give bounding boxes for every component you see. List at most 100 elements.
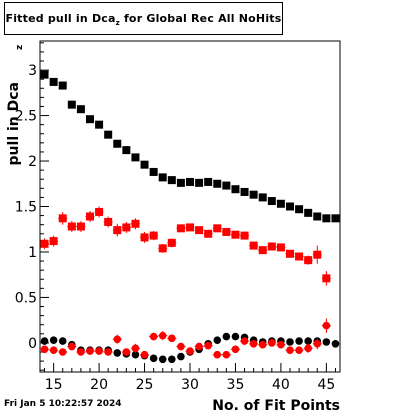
data-point-circle bbox=[231, 332, 240, 341]
data-point-square bbox=[231, 230, 240, 239]
data-point-square bbox=[167, 238, 176, 247]
footer-timestamp: Fri Jan 5 10:22:57 2024 bbox=[4, 399, 122, 409]
data-point-circle bbox=[213, 350, 222, 359]
data-point-circle bbox=[213, 336, 222, 344]
data-point-square bbox=[331, 214, 340, 223]
data-point-square bbox=[313, 212, 322, 221]
data-point-circle bbox=[313, 340, 322, 348]
x-tick-label: 20 bbox=[90, 377, 108, 393]
data-point-square bbox=[149, 231, 158, 240]
data-point-square bbox=[95, 120, 104, 129]
data-point-circle bbox=[231, 345, 240, 354]
data-point-square bbox=[267, 197, 276, 206]
data-point-square bbox=[131, 219, 140, 228]
x-tick-label: 25 bbox=[136, 377, 154, 393]
data-point-square bbox=[195, 178, 204, 187]
data-point-circle bbox=[295, 346, 303, 354]
data-point-circle bbox=[195, 342, 203, 351]
data-point-square bbox=[49, 237, 58, 246]
data-point-circle bbox=[295, 337, 303, 345]
chart-title-suffix: for Global Rec All NoHits bbox=[119, 12, 282, 25]
x-tick-label: 45 bbox=[317, 377, 335, 393]
data-point-circle bbox=[40, 337, 49, 345]
data-point-square bbox=[104, 217, 113, 226]
x-tick-label: 40 bbox=[272, 377, 290, 393]
data-point-square bbox=[304, 208, 313, 217]
data-point-circle bbox=[86, 347, 94, 355]
data-point-square bbox=[104, 130, 113, 139]
data-point-square bbox=[131, 153, 140, 162]
data-point-square bbox=[58, 214, 67, 223]
data-point-square bbox=[286, 202, 294, 211]
data-point-square bbox=[140, 233, 149, 242]
data-point-square bbox=[295, 252, 304, 261]
data-point-square bbox=[322, 274, 331, 283]
data-point-square bbox=[140, 160, 149, 169]
x-axis-label: No. of Fit Points bbox=[212, 398, 340, 414]
data-point-circle bbox=[113, 335, 122, 344]
y-tick-label: 2.5 bbox=[15, 109, 37, 125]
data-point-circle bbox=[331, 340, 340, 348]
data-point-circle bbox=[68, 342, 76, 351]
chart-title-subscript: z bbox=[115, 19, 120, 28]
data-point-circle bbox=[40, 345, 49, 354]
data-point-square bbox=[167, 176, 176, 185]
data-point-square bbox=[158, 173, 167, 182]
data-point-circle bbox=[49, 336, 58, 344]
data-point-square bbox=[276, 243, 285, 252]
y-tick-label: 3 bbox=[28, 63, 37, 79]
data-point-circle bbox=[304, 344, 312, 353]
data-point-square bbox=[222, 181, 231, 190]
data-point-square bbox=[258, 193, 267, 202]
data-point-circle bbox=[131, 350, 140, 359]
data-point-square bbox=[122, 223, 131, 232]
y-tick-label: 0 bbox=[28, 336, 37, 352]
data-point-square bbox=[122, 146, 131, 155]
data-point-square bbox=[231, 185, 240, 194]
y-axis-label-subscript: z bbox=[15, 45, 25, 50]
data-point-circle bbox=[168, 355, 176, 364]
y-tick-label: 1.5 bbox=[15, 200, 37, 216]
x-tick-label: 35 bbox=[227, 377, 245, 393]
data-point-square bbox=[204, 229, 213, 238]
data-point-square bbox=[86, 115, 94, 124]
data-point-square bbox=[176, 178, 185, 187]
data-point-circle bbox=[222, 350, 231, 359]
data-point-square bbox=[149, 167, 158, 176]
data-point-square bbox=[313, 250, 322, 259]
data-point-circle bbox=[58, 348, 67, 356]
data-point-circle bbox=[149, 332, 158, 341]
data-point-circle bbox=[158, 331, 167, 340]
data-point-square bbox=[158, 244, 167, 253]
data-point-square bbox=[113, 139, 122, 148]
data-point-square bbox=[267, 242, 276, 251]
data-point-circle bbox=[249, 340, 258, 348]
data-point-square bbox=[204, 177, 213, 186]
data-point-square bbox=[76, 222, 85, 231]
data-point-square bbox=[49, 77, 58, 86]
data-point-circle bbox=[77, 348, 85, 356]
data-point-square bbox=[186, 223, 194, 232]
data-point-circle bbox=[49, 346, 58, 354]
data-point-circle bbox=[140, 350, 149, 359]
y-tick-label: 1 bbox=[28, 245, 37, 261]
data-point-circle bbox=[286, 346, 294, 354]
y-axis-label: pull in Dca bbox=[6, 82, 22, 165]
data-point-square bbox=[195, 226, 204, 235]
data-point-square bbox=[249, 241, 258, 250]
data-point-circle bbox=[177, 342, 185, 351]
data-point-circle bbox=[322, 321, 331, 330]
y-tick-label: 2 bbox=[28, 154, 37, 170]
x-tick-label: 15 bbox=[45, 377, 63, 393]
data-point-circle bbox=[222, 332, 231, 341]
data-point-square bbox=[222, 227, 231, 236]
data-point-square bbox=[258, 246, 267, 255]
data-point-square bbox=[213, 224, 222, 233]
data-point-circle bbox=[204, 341, 212, 350]
data-point-circle bbox=[177, 352, 185, 361]
data-point-square bbox=[240, 231, 249, 240]
data-point-square bbox=[240, 187, 249, 196]
chart-title-box: Fitted pull in Dcaz for Global Rec All N… bbox=[4, 2, 283, 35]
data-point-circle bbox=[186, 347, 194, 355]
